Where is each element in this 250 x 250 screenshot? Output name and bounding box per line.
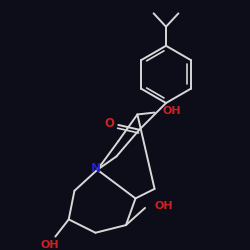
Text: OH: OH (154, 201, 173, 211)
Text: OH: OH (40, 240, 59, 250)
Text: N: N (90, 162, 101, 175)
Text: O: O (105, 116, 115, 130)
Text: OH: OH (162, 106, 181, 116)
